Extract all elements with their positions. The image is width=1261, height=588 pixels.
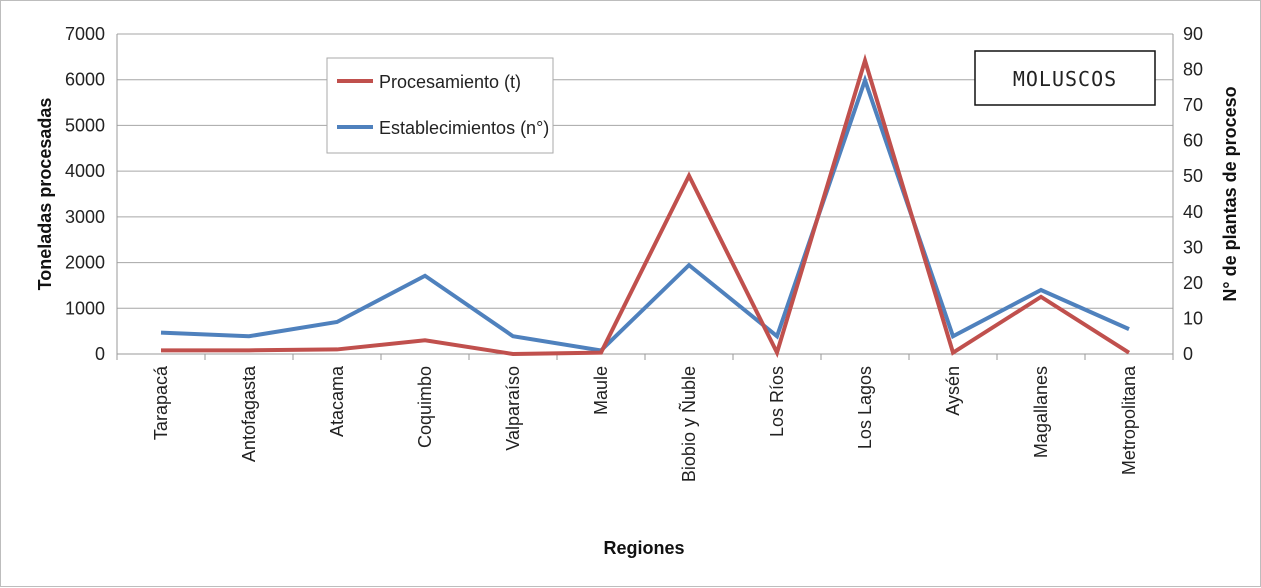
category-label: Biobio y Ñuble	[678, 366, 699, 482]
y-left-tick-label: 3000	[65, 207, 105, 227]
y-axis-right-title: N° de plantas de proceso	[1220, 86, 1240, 301]
category-label: Valparaíso	[503, 366, 523, 451]
y-left-tick-label: 2000	[65, 253, 105, 273]
y-right-tick-label: 70	[1183, 95, 1203, 115]
legend-label-establecimientos: Establecimientos (n°)	[379, 118, 549, 138]
series-line-establecimientos	[160, 74, 1130, 353]
category-label: Tarapacá	[151, 365, 171, 440]
y-left-tick-label: 1000	[65, 298, 105, 318]
y-right-tick-label: 40	[1183, 202, 1203, 222]
legend-label-procesamiento: Procesamiento (t)	[379, 72, 521, 92]
y-left-tick-label: 0	[95, 344, 105, 364]
gridlines	[116, 33, 1174, 360]
y-right-tick-label: 60	[1183, 131, 1203, 151]
y-right-tick-label: 20	[1183, 273, 1203, 293]
category-label: Aysén	[943, 366, 963, 416]
category-label: Magallanes	[1031, 366, 1051, 458]
y-right-tick-label: 0	[1183, 344, 1193, 364]
category-labels: Tarapacá Antofagasta Atacama Coquimbo Valpar…	[151, 365, 1139, 482]
right-axis-ticks: 0 10 20 30 40 50 60 70 80 90	[1183, 24, 1203, 364]
category-label: Coquimbo	[415, 366, 435, 448]
category-label: Los Lagos	[855, 366, 875, 449]
y-left-tick-label: 4000	[65, 161, 105, 181]
category-label: Maule	[591, 366, 611, 415]
y-right-tick-label: 10	[1183, 308, 1203, 328]
left-axis-ticks: 0 1000 2000 3000 4000 5000 6000 7000	[65, 24, 105, 364]
y-right-tick-label: 30	[1183, 237, 1203, 257]
category-label: Antofagasta	[239, 365, 259, 462]
annotation-label: MOLUSCOS	[1013, 67, 1117, 91]
category-label: Metropolitana	[1119, 365, 1139, 475]
category-label: Atacama	[327, 365, 347, 437]
y-left-tick-label: 7000	[65, 24, 105, 44]
legend-box	[326, 57, 554, 154]
y-left-tick-label: 5000	[65, 115, 105, 135]
annotation-box: MOLUSCOS	[974, 50, 1156, 106]
annotation-frame	[974, 50, 1156, 106]
y-left-tick-label: 6000	[65, 70, 105, 90]
series-lines	[160, 53, 1131, 359]
y-right-tick-label: 80	[1183, 60, 1203, 80]
y-axis-left-title: Toneladas procesadas	[35, 98, 55, 291]
y-right-tick-label: 90	[1183, 24, 1203, 44]
y-right-tick-label: 50	[1183, 166, 1203, 186]
category-label: Los Ríos	[767, 366, 787, 437]
series-line-procesamiento	[161, 53, 1131, 359]
x-axis-title: Regiones	[603, 538, 684, 558]
legend: Procesamiento (t) Establecimientos (n°)	[326, 57, 554, 154]
